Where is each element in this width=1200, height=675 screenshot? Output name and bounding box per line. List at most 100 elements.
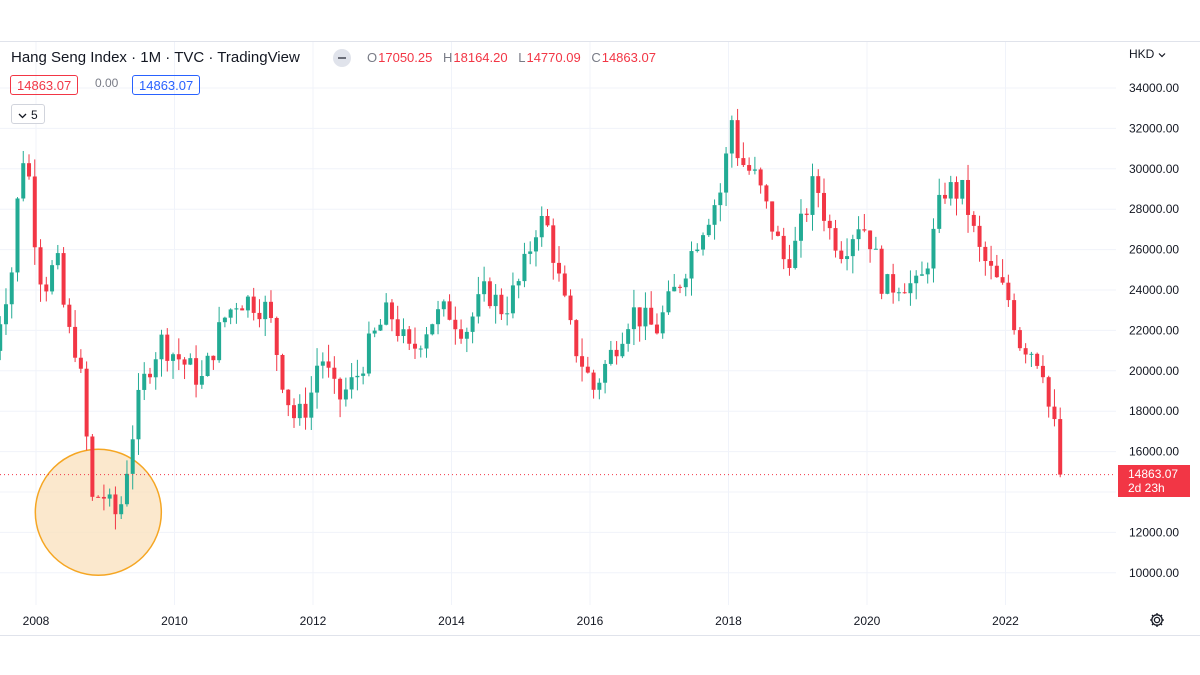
x-tick-label: 2022 [992, 614, 1019, 628]
candle-body [677, 286, 682, 288]
candle-body [1058, 419, 1063, 475]
collapse-legend-button[interactable] [333, 49, 351, 67]
candle-body [994, 265, 999, 278]
candle-body [839, 250, 844, 260]
separator: · [131, 49, 137, 66]
candle-body [136, 389, 141, 440]
candle-body [862, 229, 867, 231]
candle-body [810, 176, 815, 215]
symbol-name: Hang Seng Index [11, 49, 127, 66]
candle-body [205, 355, 210, 377]
candle-body [142, 373, 147, 390]
candle-body [971, 214, 976, 226]
y-tick-label: 10000.00 [1129, 566, 1179, 580]
candle-body [15, 198, 20, 273]
candle-body [966, 179, 971, 215]
last-price-value: 14863.07 [1128, 467, 1179, 481]
candle-body [568, 295, 573, 321]
candle-body [891, 274, 896, 293]
candle-body [147, 373, 152, 378]
y-tick-label: 16000.00 [1129, 445, 1179, 459]
candle-body [919, 274, 924, 276]
candle-body [689, 251, 694, 279]
candle-body [487, 281, 492, 307]
candle-body [459, 329, 464, 339]
candle-body [38, 247, 43, 285]
candle-body [781, 235, 786, 260]
candle-body [747, 165, 752, 171]
symbol-title[interactable]: Hang Seng Index · 1M · TVC · TradingView [11, 48, 300, 68]
candle-body [701, 235, 706, 250]
candle-body [274, 317, 279, 355]
currency-selector[interactable]: HKD [1129, 47, 1166, 61]
candle-body [464, 331, 469, 339]
candle-body [516, 281, 521, 286]
candle-body [90, 436, 95, 497]
x-tick-label: 2012 [300, 614, 327, 628]
candle-body [724, 153, 729, 193]
candle-body [833, 228, 838, 251]
buy-button[interactable]: 14863.07 [132, 75, 201, 95]
candle-body [752, 169, 757, 171]
candle-body [597, 382, 602, 390]
x-tick-label: 2010 [161, 614, 188, 628]
candle-body [199, 376, 204, 385]
y-tick-label: 30000.00 [1129, 162, 1179, 176]
candle-body [545, 215, 550, 226]
candle-body [332, 367, 337, 379]
candle-body [430, 324, 435, 335]
candle-body [879, 248, 884, 294]
candle-body [27, 163, 32, 177]
candle-body [424, 334, 429, 349]
candle-body [557, 262, 562, 274]
candle-body [44, 284, 49, 292]
candle-body [234, 308, 239, 310]
exchange: TVC [174, 49, 205, 66]
candle-body [245, 296, 250, 311]
candle-body [626, 329, 631, 344]
indicators-toggle-button[interactable]: 5 [11, 104, 45, 124]
source-name: TradingView [217, 49, 300, 66]
currency-label: HKD [1129, 47, 1155, 61]
candle-body [1006, 282, 1011, 301]
interval: 1M [140, 49, 162, 66]
candle-body [107, 494, 112, 499]
candle-body [165, 334, 170, 361]
candle-body [775, 231, 780, 236]
sell-button[interactable]: 14863.07 [10, 75, 79, 95]
close-value: 14863.07 [601, 50, 656, 65]
candle-body [211, 355, 216, 361]
candle-body [493, 294, 498, 307]
candle-body [983, 246, 988, 262]
candle-body [355, 375, 360, 378]
candle-body [614, 349, 619, 357]
separator: · [165, 49, 171, 66]
gear-icon[interactable] [1148, 611, 1166, 629]
candle-body [954, 182, 959, 199]
candle-body [217, 322, 222, 361]
candle-body [914, 275, 919, 284]
candle-body [280, 354, 285, 390]
candle-body [1012, 300, 1017, 331]
candle-body [1035, 353, 1040, 366]
candle-body [159, 334, 164, 360]
candle-body [482, 281, 487, 295]
candle-body [1017, 330, 1022, 349]
candle-body [764, 185, 769, 202]
y-tick-label: 26000.00 [1129, 243, 1179, 257]
candle-body [268, 301, 273, 318]
candle-body [787, 259, 792, 268]
y-tick-label: 34000.00 [1129, 81, 1179, 95]
candle-body [637, 307, 642, 327]
candle-body [827, 220, 832, 229]
candle-body [84, 368, 89, 437]
candle-body [562, 273, 567, 296]
candle-body [119, 504, 124, 515]
candle-body [977, 225, 982, 247]
candle-body [96, 496, 101, 498]
candle-body [1040, 365, 1045, 378]
x-tick-label: 2020 [854, 614, 881, 628]
candle-body [315, 365, 320, 393]
candle-body [649, 307, 654, 325]
